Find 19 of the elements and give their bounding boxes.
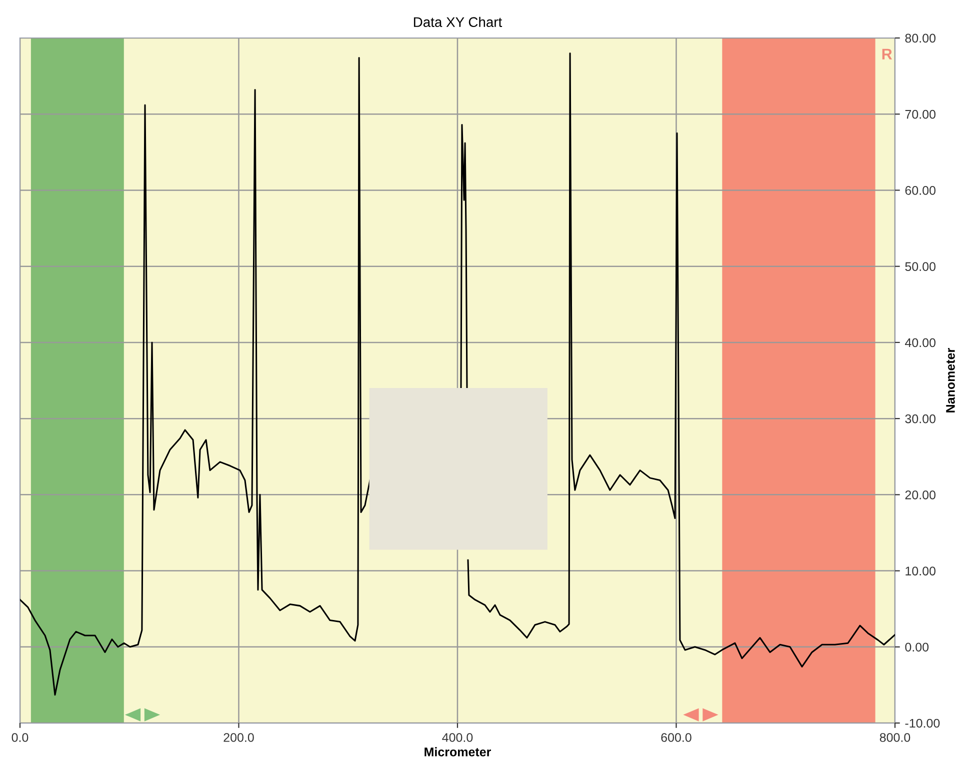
x-tick-label: 200.0 bbox=[224, 733, 254, 742]
y-tick-label: 60.00 bbox=[905, 186, 936, 195]
y-tick-label: 80.00 bbox=[905, 34, 936, 43]
annotation: R bbox=[882, 48, 892, 60]
y-tick-label: 70.00 bbox=[905, 110, 936, 119]
x-axis-title: Micrometer bbox=[424, 747, 491, 756]
y-tick-label: 30.00 bbox=[905, 414, 936, 424]
x-tick-label: 600.0 bbox=[661, 733, 692, 742]
x-tick-label: 400.0 bbox=[442, 733, 473, 742]
y-tick-label: 20.00 bbox=[905, 490, 936, 500]
x-tick-label: 0.0 bbox=[12, 733, 28, 742]
y-tick-label: 10.00 bbox=[906, 566, 936, 576]
y-tick-label: 40.00 bbox=[904, 338, 936, 348]
x-tick-label: 800.0 bbox=[880, 733, 910, 742]
y-axis-title: Nanometer bbox=[946, 348, 955, 412]
y-tick-label: -10.00 bbox=[905, 718, 940, 728]
y-tick-label: 50.00 bbox=[905, 262, 936, 271]
chart-title: Data XY Chart bbox=[414, 16, 502, 28]
y-tick-label: 0.00 bbox=[905, 642, 929, 652]
